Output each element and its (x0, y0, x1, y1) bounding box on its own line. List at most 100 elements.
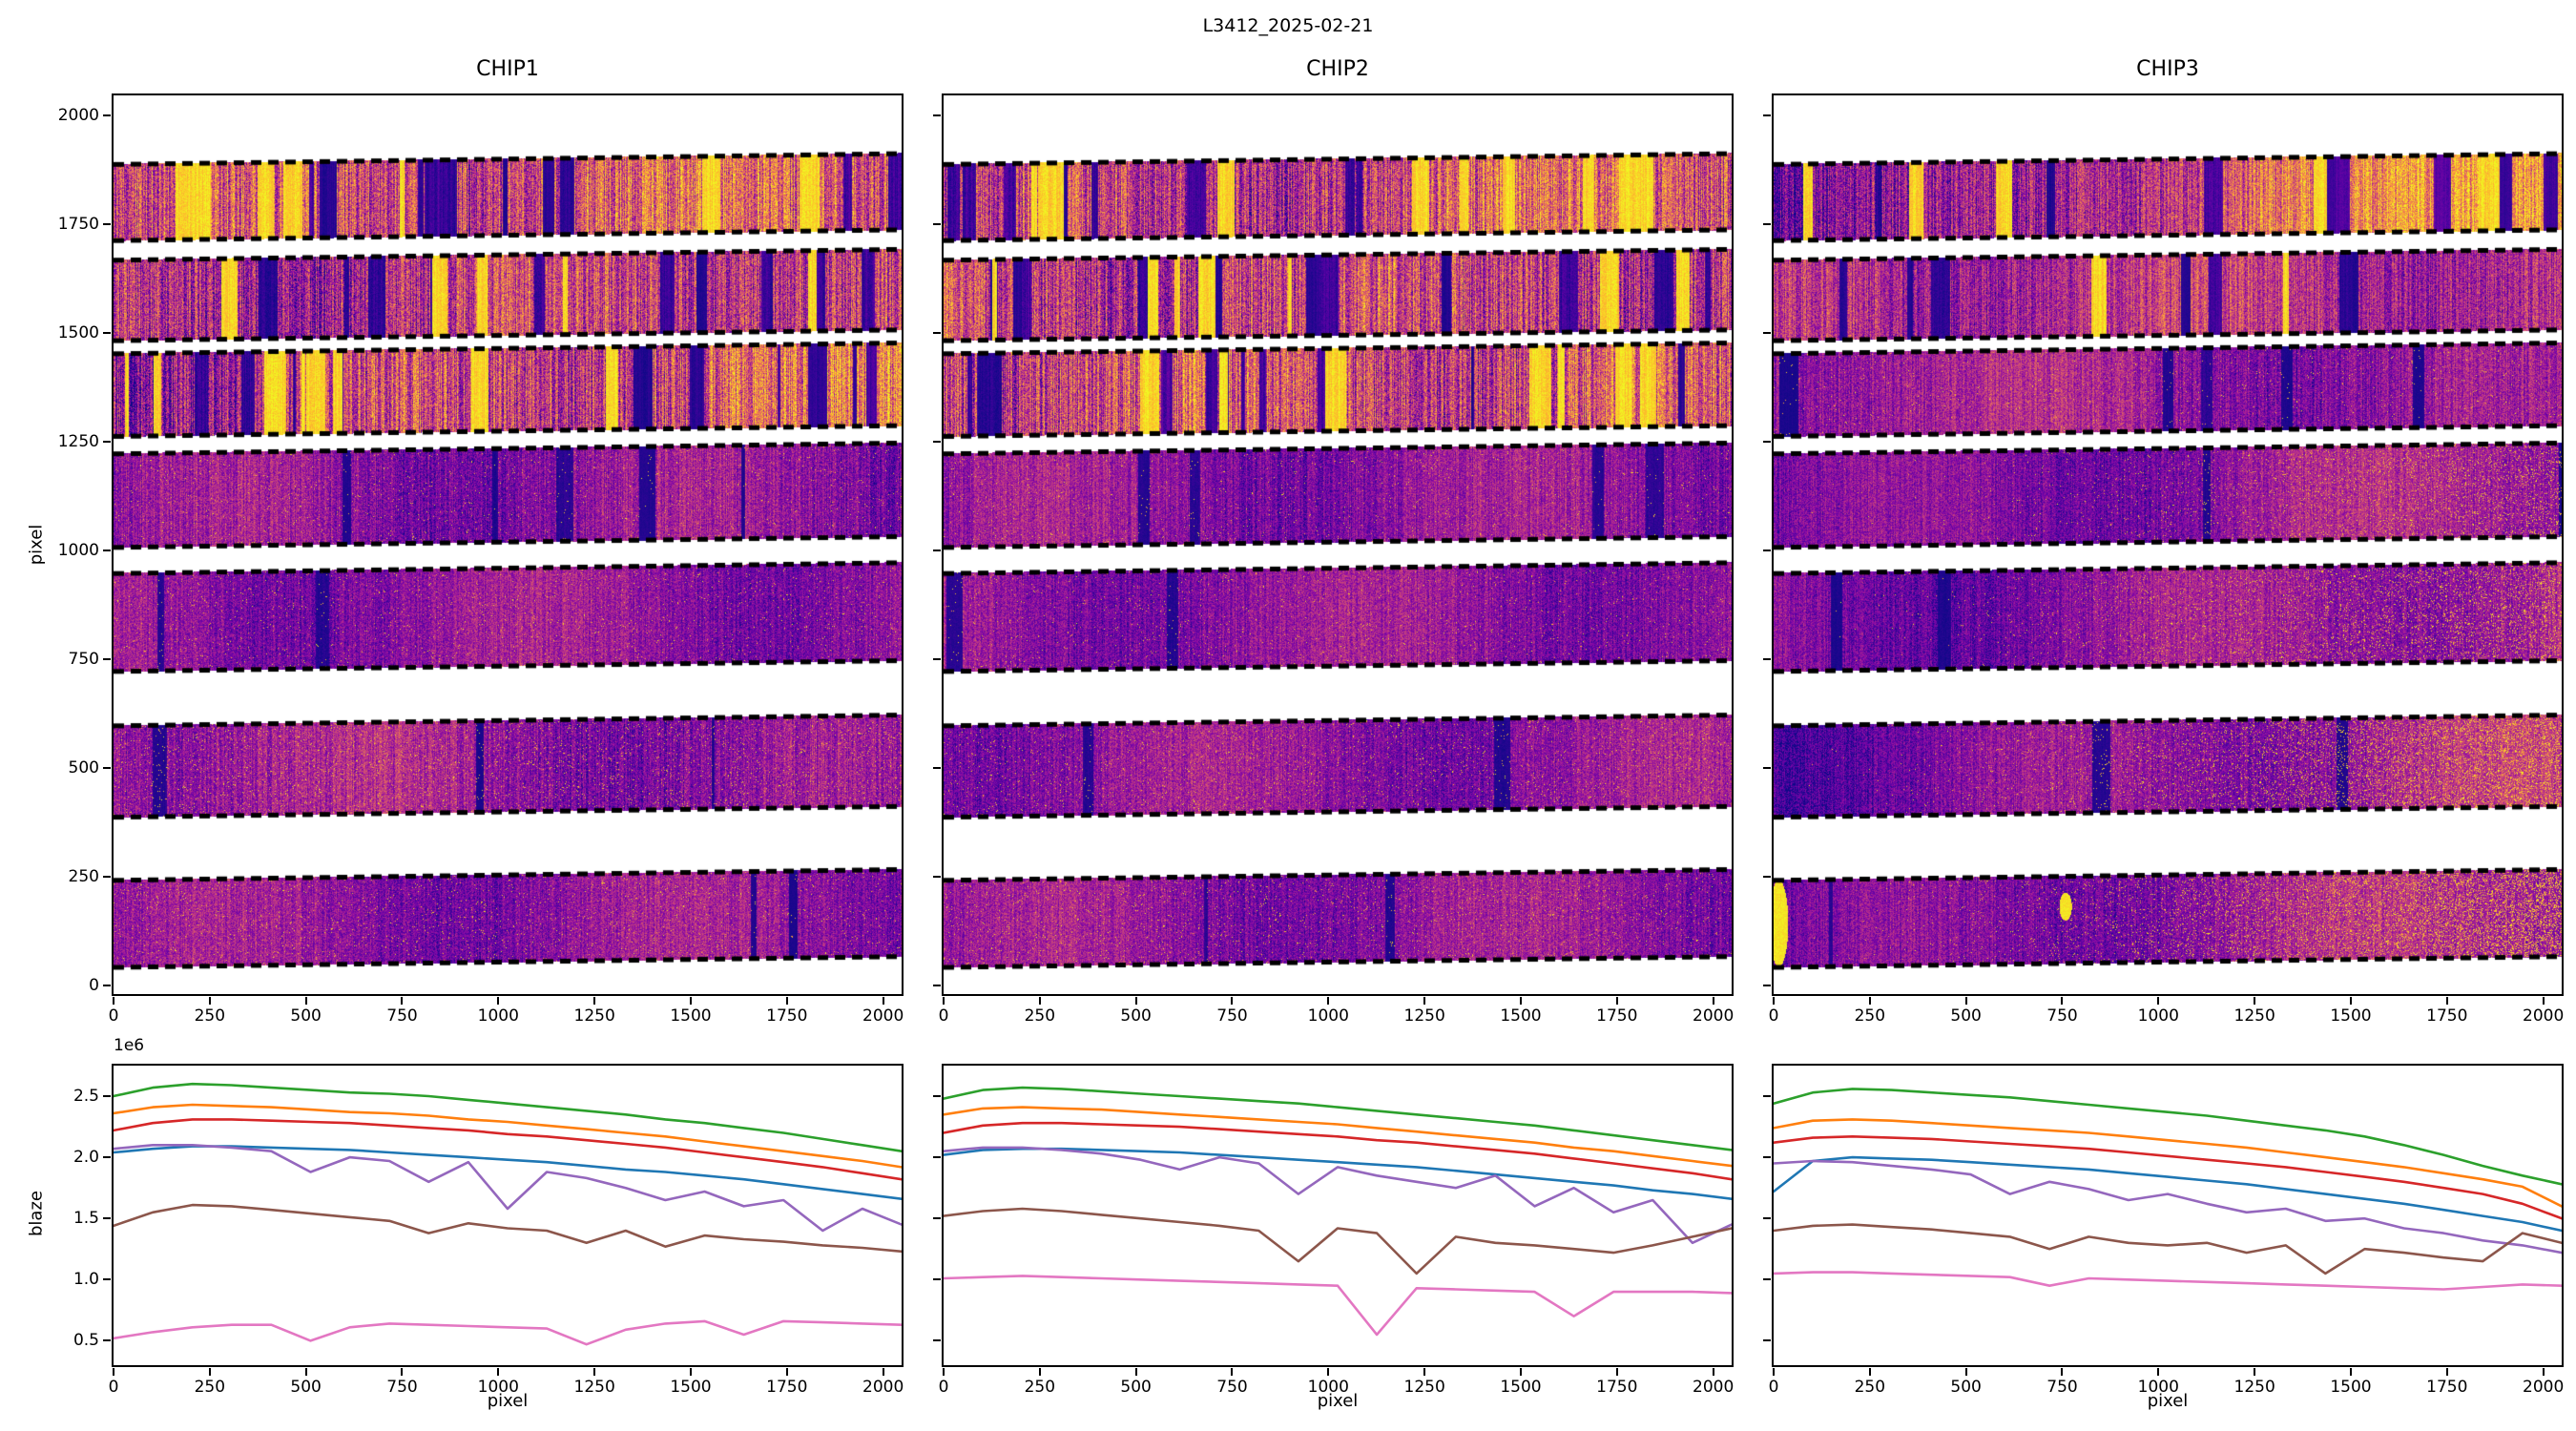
y-tick (103, 1156, 111, 1159)
y-tick (933, 984, 941, 986)
y-tick (103, 1095, 111, 1098)
x-tick (882, 1368, 884, 1376)
y-tick (933, 1217, 941, 1220)
chip1-blaze-xlabel: pixel (487, 1391, 529, 1411)
chip3-orders-panel (1772, 93, 2564, 996)
x-tick (2542, 997, 2545, 1005)
x-tick (1773, 1368, 1775, 1376)
y-tick (103, 549, 111, 551)
x-tick-label: 500 (1120, 1378, 1152, 1397)
y-tick (103, 114, 111, 116)
y-tick-label: 2.5 (73, 1087, 99, 1107)
x-tick-label: 1750 (766, 1006, 808, 1026)
offset-text-1e6: 1e6 (114, 1036, 145, 1055)
x-tick-label: 1250 (2233, 1006, 2275, 1026)
x-tick (1231, 1368, 1234, 1376)
x-tick (1519, 997, 1522, 1005)
x-tick-label: 750 (386, 1006, 418, 1026)
y-tick (1763, 1095, 1771, 1098)
x-tick-label: 1250 (1403, 1006, 1445, 1026)
x-tick-label: 0 (938, 1006, 949, 1026)
y-tick (1763, 984, 1771, 986)
x-tick-label: 1000 (477, 1378, 519, 1397)
x-tick (1134, 1368, 1137, 1376)
chip3-blaze-xlabel: pixel (2147, 1391, 2189, 1411)
x-tick-label: 1250 (573, 1378, 615, 1397)
figure-title: L3412_2025-02-21 (1202, 15, 1374, 36)
x-tick (2157, 1368, 2160, 1376)
y-tick-label: 1.5 (73, 1209, 99, 1229)
x-tick-label: 250 (194, 1006, 226, 1026)
x-tick (2542, 1368, 2545, 1376)
chip1-blaze-plot (114, 1082, 902, 1346)
y-tick (1763, 875, 1771, 878)
chip2-blaze-plot (944, 1086, 1732, 1337)
y-tick (1763, 1278, 1771, 1281)
y-tick-label: 1000 (57, 540, 99, 560)
x-tick (1615, 1368, 1618, 1376)
x-tick (1327, 1368, 1330, 1376)
x-tick (1712, 997, 1714, 1005)
x-tick (1868, 1368, 1871, 1376)
x-tick (785, 997, 788, 1005)
x-tick-label: 1750 (2426, 1006, 2468, 1026)
x-tick (1423, 997, 1426, 1005)
x-tick (1773, 997, 1775, 1005)
y-tick (1763, 440, 1771, 443)
x-tick (2061, 997, 2064, 1005)
x-tick-label: 500 (290, 1378, 322, 1397)
x-tick (1519, 1368, 1522, 1376)
y-tick (933, 766, 941, 769)
y-tick-label: 250 (68, 866, 99, 886)
x-tick-label: 1000 (1307, 1006, 1349, 1026)
chip2-orders-panel (942, 93, 1734, 996)
y-tick (1763, 114, 1771, 116)
x-tick (2254, 997, 2256, 1005)
x-tick (113, 997, 114, 1005)
y-tick (933, 549, 941, 551)
x-tick-label: 1000 (2137, 1006, 2179, 1026)
y-tick-label: 1750 (57, 214, 99, 234)
x-tick-label: 1250 (1403, 1378, 1445, 1397)
chip1-title: CHIP1 (476, 57, 539, 81)
x-tick-label: 750 (2046, 1006, 2078, 1026)
y-tick-label: 2.0 (73, 1148, 99, 1168)
y-tick (103, 984, 111, 986)
x-tick (785, 1368, 788, 1376)
x-tick (689, 1368, 692, 1376)
y-tick (1763, 657, 1771, 660)
x-tick (593, 1368, 596, 1376)
y-tick (933, 1339, 941, 1342)
x-tick-label: 750 (386, 1378, 418, 1397)
y-tick (1763, 766, 1771, 769)
chip3-blaze-plot (1774, 1088, 2562, 1291)
x-tick-label: 250 (1024, 1378, 1056, 1397)
y-tick (933, 440, 941, 443)
y-tick-label: 0.5 (73, 1331, 99, 1351)
x-tick (1231, 997, 1234, 1005)
x-tick-label: 1000 (2137, 1378, 2179, 1397)
x-tick (304, 997, 307, 1005)
x-tick (2061, 1368, 2064, 1376)
y-tick-label: 2000 (57, 105, 99, 125)
chip3-title: CHIP3 (2136, 57, 2199, 81)
y-tick-label: 750 (68, 649, 99, 669)
x-tick (1327, 997, 1330, 1005)
x-tick (208, 1368, 211, 1376)
y-tick (1763, 1339, 1771, 1342)
x-tick (497, 997, 500, 1005)
x-tick-label: 1500 (1500, 1006, 1542, 1026)
x-tick-label: 0 (1768, 1378, 1779, 1397)
x-tick-label: 1250 (2233, 1378, 2275, 1397)
y-tick (933, 1095, 941, 1098)
x-tick-label: 1250 (573, 1006, 615, 1026)
y-tick-label: 500 (68, 757, 99, 778)
x-tick (1615, 997, 1618, 1005)
x-tick (1964, 997, 1967, 1005)
x-tick (2445, 1368, 2448, 1376)
y-tick (103, 331, 111, 334)
y-tick (933, 1156, 941, 1159)
y-tick (933, 331, 941, 334)
y-tick-label: 1250 (57, 431, 99, 451)
